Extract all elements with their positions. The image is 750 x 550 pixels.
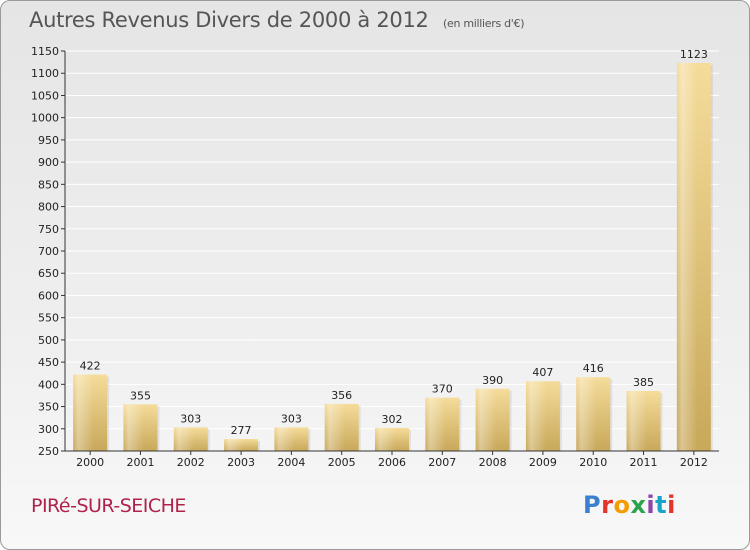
y-tick-label: 500 (38, 334, 59, 347)
y-tick-label: 250 (38, 445, 59, 458)
y-tick-label: 550 (38, 312, 59, 325)
x-tick-label: 2006 (378, 456, 406, 469)
data-label: 303 (281, 412, 302, 425)
y-tick-label: 350 (38, 401, 59, 414)
x-tick-label: 2004 (277, 456, 305, 469)
y-tick-label: 750 (38, 223, 59, 236)
proxiti-logo: Proxiti (583, 491, 676, 519)
bar-highlight (73, 374, 108, 451)
y-tick-label: 1150 (31, 45, 59, 58)
x-tick-label: 2001 (126, 456, 154, 469)
x-tick-label: 2002 (177, 456, 205, 469)
chart-title: Autres Revenus Divers de 2000 à 2012 (en… (29, 8, 524, 32)
bar-highlight (576, 377, 611, 451)
data-label: 356 (331, 389, 352, 402)
y-tick-label: 950 (38, 134, 59, 147)
grid-lines (65, 50, 719, 452)
x-tick-label: 2010 (579, 456, 607, 469)
bars (73, 63, 713, 451)
y-tick-label: 650 (38, 267, 59, 280)
x-tick-label: 2011 (630, 456, 658, 469)
data-label: 277 (231, 424, 252, 437)
bar-highlight (375, 427, 409, 451)
data-label: 422 (80, 360, 101, 373)
y-tick-label: 600 (38, 289, 59, 302)
bar-highlight (626, 391, 661, 451)
data-label: 416 (583, 362, 604, 375)
y-tick-label: 900 (38, 156, 59, 169)
data-label: 385 (633, 376, 654, 389)
y-tick-label: 1100 (31, 67, 59, 80)
data-label: 355 (130, 389, 151, 402)
x-tick-label: 2005 (328, 456, 356, 469)
x-tick-label: 2008 (479, 456, 507, 469)
data-label: 407 (532, 366, 553, 379)
x-tick-label: 2000 (76, 456, 104, 469)
y-axis: 250 300 350 400 450 500 550 600 650 700 750 800 850 9… (31, 45, 66, 458)
data-label: 302 (382, 413, 403, 426)
y-tick-label: 450 (38, 356, 59, 369)
y-tick-label: 800 (38, 201, 59, 214)
bar-highlight (324, 403, 359, 451)
data-label: 303 (180, 412, 201, 425)
y-tick-label: 700 (38, 245, 59, 258)
x-axis: 2000 2001 2002 2003 2004 2005 2006 2007 2008 2009… (65, 450, 719, 469)
x-tick-label: 2009 (529, 456, 557, 469)
chart-title-unit: (en milliers d'€) (443, 17, 525, 30)
y-tick-label: 400 (38, 378, 59, 391)
bar-highlight (425, 397, 460, 451)
bar-highlight (676, 63, 711, 451)
bar-highlight (274, 427, 309, 451)
x-tick-label: 2003 (227, 456, 255, 469)
x-tick-label: 2007 (428, 456, 456, 469)
bar-highlight (173, 427, 208, 451)
y-tick-label: 300 (38, 423, 59, 436)
data-label: 370 (432, 383, 453, 396)
town-name: PIRé-SUR-SEICHE (31, 495, 186, 517)
y-tick-label: 1050 (31, 89, 59, 102)
bar-highlight (123, 404, 158, 451)
data-label: 390 (482, 374, 503, 387)
bar-highlight (475, 388, 510, 451)
bar-highlight (525, 381, 560, 451)
y-tick-label: 1000 (31, 112, 59, 125)
data-label: 1123 (680, 48, 708, 61)
chart-title-text: Autres Revenus Divers de 2000 à 2012 (29, 8, 429, 32)
y-tick-label: 850 (38, 178, 59, 191)
bar-highlight (224, 439, 259, 451)
x-tick-label: 2012 (680, 456, 708, 469)
data-labels: 422 355 303 277 303 356 302 370 390 407 416 385 1123 (80, 48, 708, 437)
